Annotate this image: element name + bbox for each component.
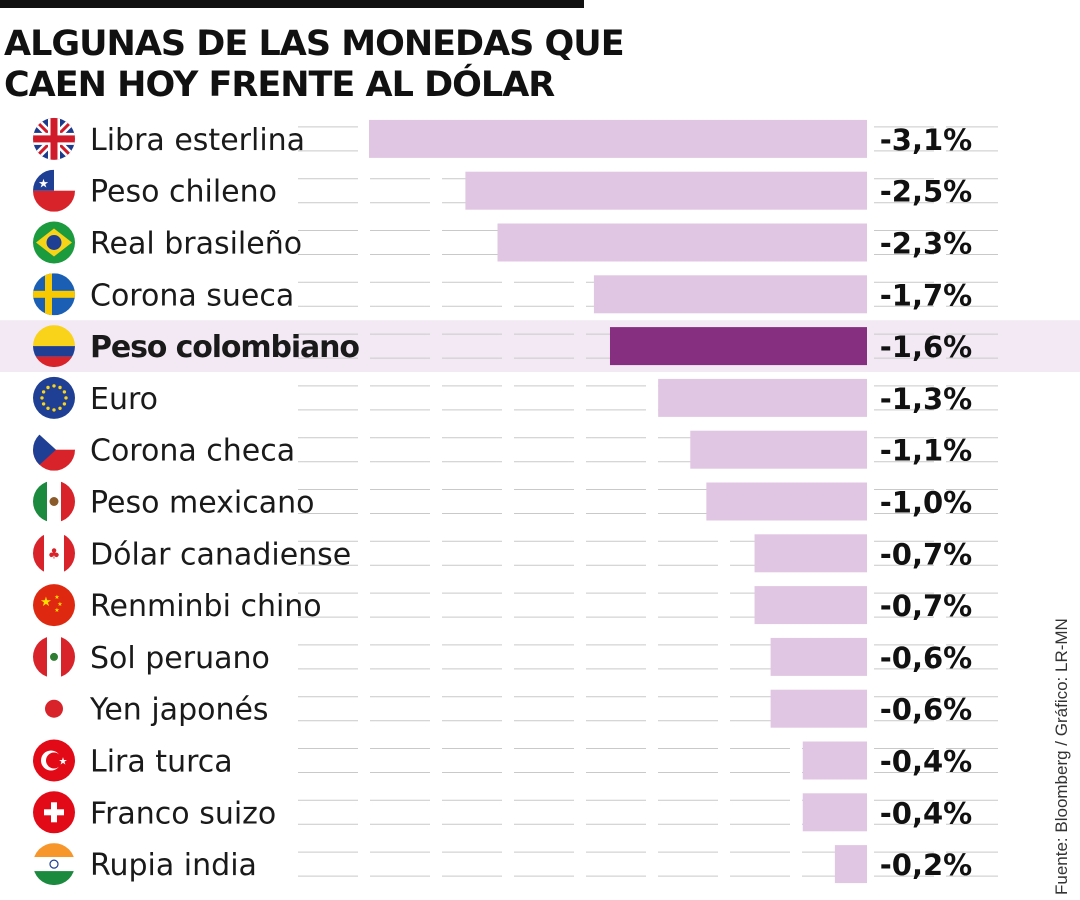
- category-label: Peso mexicano: [90, 486, 315, 521]
- india-flag-icon: [33, 843, 75, 886]
- value-label: -0,6%: [880, 641, 972, 675]
- value-label: -1,0%: [880, 486, 972, 520]
- mexico-flag-icon: [33, 480, 75, 523]
- china-flag-icon: ★ ★★★: [33, 584, 75, 627]
- bar-rupia-india: [834, 845, 867, 884]
- value-label: -0,7%: [880, 537, 972, 571]
- bar-lira-turca: [802, 741, 867, 780]
- japan-flag-icon: [33, 687, 75, 730]
- svg-text:★: ★: [54, 607, 59, 614]
- chart-title: ALGUNAS DE LAS MONEDAS QUE CAEN HOY FREN…: [4, 24, 644, 106]
- chile-flag-icon: ★: [33, 169, 75, 212]
- source-credit: Fuente: Bloomberg / Gráfico: LR-MN: [1052, 618, 1071, 895]
- category-label: Sol peruano: [90, 641, 270, 676]
- title-line-1: ALGUNAS DE LAS MONEDAS QUE: [4, 24, 625, 64]
- bar-peso-chileno: [465, 171, 867, 210]
- value-label: -0,6%: [880, 693, 972, 727]
- czech-flag-icon: [33, 428, 75, 471]
- value-label: -1,1%: [880, 434, 972, 468]
- eu-flag-icon: [33, 376, 75, 419]
- value-label: -1,3%: [880, 382, 972, 416]
- bar-corona-checa: [690, 430, 867, 469]
- category-label: Corona sueca: [90, 278, 294, 313]
- highlight-row-bg: [0, 320, 1080, 372]
- category-label: Real brasileño: [90, 227, 302, 262]
- bar-corona-sueca: [593, 275, 867, 314]
- bar-yen-japonés: [770, 689, 867, 728]
- value-label: -2,3%: [880, 227, 972, 261]
- bar-dólar-canadiense: [754, 534, 867, 573]
- svg-text:★: ★: [57, 601, 62, 608]
- category-label: Dólar canadiense: [90, 537, 351, 572]
- category-label: Corona checa: [90, 434, 295, 469]
- category-label: Peso colombiano: [90, 330, 360, 365]
- value-label: -0,4%: [880, 796, 972, 830]
- bar-real-brasileño: [497, 223, 867, 262]
- category-label: Franco suizo: [90, 796, 276, 831]
- top-rule: [0, 0, 584, 8]
- category-label: Yen japonés: [89, 693, 269, 728]
- canada-flag-icon: ♣: [33, 532, 75, 575]
- bar-peso-mexicano: [706, 482, 867, 521]
- value-label: -2,5%: [880, 175, 972, 209]
- value-label: -0,2%: [880, 848, 972, 882]
- value-label: -1,6%: [880, 330, 972, 364]
- category-label: Euro: [90, 382, 158, 417]
- svg-text:★: ★: [59, 757, 68, 768]
- sweden-flag-icon: [33, 273, 75, 316]
- category-label: Renminbi chino: [90, 589, 322, 624]
- bar-renminbi-chino: [754, 586, 867, 625]
- bar-franco-suizo: [802, 793, 867, 832]
- brazil-flag-icon: [33, 221, 75, 264]
- svg-text:★: ★: [54, 594, 59, 601]
- category-label: Lira turca: [90, 745, 233, 780]
- title-line-2: CAEN HOY FRENTE AL DÓLAR: [4, 65, 555, 105]
- uk-flag-icon: [33, 117, 75, 160]
- bar-libra-esterlina: [369, 119, 867, 158]
- category-label: Peso chileno: [90, 175, 277, 210]
- category-label: Rupia india: [90, 848, 257, 883]
- svg-text:♣: ♣: [48, 546, 61, 562]
- svg-text:★: ★: [40, 595, 52, 610]
- value-label: -0,4%: [880, 745, 972, 779]
- value-label: -0,7%: [880, 589, 972, 623]
- switzerland-flag-icon: [33, 791, 75, 834]
- value-label: -3,1%: [880, 123, 972, 157]
- peru-flag-icon: [33, 635, 75, 678]
- colombia-flag-icon: [33, 325, 75, 368]
- value-label: -1,7%: [880, 278, 972, 312]
- category-label: Libra esterlina: [90, 123, 305, 158]
- bar-sol-peruano: [770, 637, 867, 676]
- svg-text:★: ★: [38, 177, 49, 191]
- bar-euro: [658, 378, 867, 417]
- turkey-flag-icon: ★: [33, 739, 75, 782]
- bar-peso-colombiano: [609, 327, 867, 366]
